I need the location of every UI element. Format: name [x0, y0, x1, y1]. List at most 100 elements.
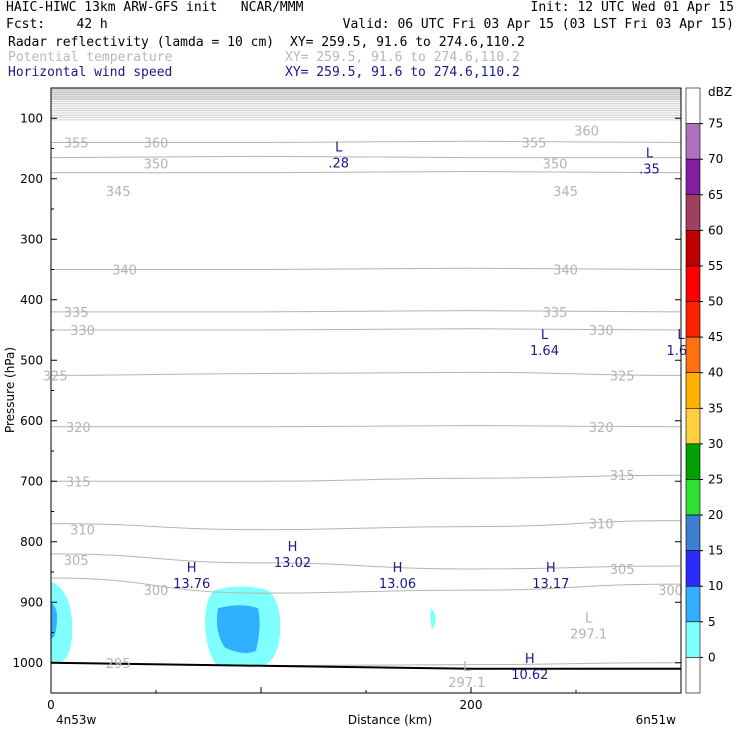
- colorbar-segment: [685, 443, 701, 480]
- reflectivity-core: [51, 602, 58, 639]
- theta-label: 310: [70, 524, 95, 539]
- theta-label: 330: [589, 324, 614, 339]
- wind-extremum-value: 1.64: [530, 344, 559, 359]
- colorbar-segment: [685, 407, 701, 445]
- colorbar-label: 35: [708, 401, 723, 415]
- wind-extremum-value: 10.62: [511, 668, 548, 683]
- theta-contour: [51, 170, 682, 174]
- colorbar-label: 0: [708, 650, 716, 664]
- colorbar-segment: [685, 372, 701, 409]
- field1-name: Radar reflectivity (lamda = 10 cm): [8, 35, 275, 50]
- theta-label: 335: [64, 306, 89, 321]
- colorbar-segment: [685, 158, 701, 196]
- colorbar-label: 70: [708, 152, 723, 166]
- wind-extremum-value: 13.02: [274, 556, 311, 571]
- theta-contour: [51, 474, 682, 482]
- colorbar-segment: [685, 514, 701, 551]
- wind-extremum-letter: H: [546, 561, 556, 576]
- y-tick-label: 300: [20, 232, 43, 246]
- colorbar-unit: dBZ: [708, 85, 732, 99]
- y-tick-label: 900: [20, 595, 43, 609]
- wind-extremum-letter: H: [525, 652, 535, 667]
- plot-frame: [50, 87, 682, 694]
- colorbar-label: 15: [708, 544, 723, 558]
- theta-contour: [50, 155, 681, 159]
- theta-label: 345: [553, 185, 578, 200]
- y-tick-label: 600: [20, 414, 43, 428]
- wind-extremum-letter: H: [187, 561, 197, 576]
- theta-label: 315: [610, 469, 635, 484]
- colorbar-segment: [685, 336, 701, 374]
- theta-contour: [51, 328, 682, 331]
- colorbar-segment: [685, 585, 701, 623]
- colorbar-segment: [685, 194, 701, 231]
- theta-extremum-letter: L: [585, 611, 593, 626]
- theta-label: 335: [543, 306, 568, 321]
- field3-xy: XY= 259.5, 91.6 to 274.6,110.2: [285, 65, 520, 80]
- theta-label: 295: [106, 657, 131, 672]
- wind-extremum-value: 13.06: [379, 577, 416, 592]
- x-left-location: 4n53w: [56, 713, 97, 727]
- theta-label: 350: [543, 158, 568, 173]
- theta-extremum-value: 297.1: [448, 676, 485, 691]
- wind-extremum-letter: L: [646, 147, 654, 162]
- wind-extremum-letter: L: [541, 328, 549, 343]
- theta-label: 355: [522, 136, 547, 151]
- colorbar-label: 5: [708, 615, 716, 629]
- y-tick-label: 200: [20, 172, 43, 186]
- colorbar-label: 40: [708, 366, 723, 380]
- theta-contour: [50, 553, 682, 570]
- x-tick-label: 200: [460, 698, 483, 712]
- forecast-hour: Fcst: 42 h: [6, 17, 108, 32]
- theta-label: 360: [574, 124, 599, 139]
- colorbar-label: 45: [708, 330, 723, 344]
- theta-extremum-letter: L: [463, 660, 471, 675]
- colorbar-label: 25: [708, 472, 723, 486]
- theta-label: 315: [66, 475, 91, 490]
- theta-contour: [50, 310, 682, 313]
- colorbar-label: 60: [708, 223, 723, 237]
- colorbar-label: 75: [708, 117, 723, 131]
- field1-xy: XY= 259.5, 91.6 to 274.6,110.2: [290, 35, 525, 50]
- theta-label: 345: [106, 185, 131, 200]
- y-tick-label: 700: [20, 474, 43, 488]
- colorbar-label: 30: [708, 437, 723, 451]
- reflectivity-area: [51, 581, 73, 663]
- theta-label: 310: [589, 518, 614, 533]
- terrain-line: [50, 661, 681, 670]
- init-time: Init: 12 UTC Wed 01 Apr 15: [530, 0, 735, 15]
- valid-time: Valid: 06 UTC Fri 03 Apr 15 (03 LST Fri …: [342, 17, 734, 32]
- theta-label: 360: [144, 136, 169, 151]
- x-axis-title: Distance (km): [348, 713, 432, 727]
- theta-label: 300: [144, 584, 169, 599]
- theta-contour: [51, 140, 682, 143]
- theta-contour: [51, 425, 682, 428]
- theta-label: 320: [66, 421, 91, 436]
- theta-label: 350: [144, 158, 169, 173]
- colorbar-segment: [685, 657, 701, 694]
- colorbar-segment: [685, 230, 701, 267]
- y-tick-label: 100: [20, 111, 43, 125]
- colorbar-label: 20: [708, 508, 723, 522]
- wind-extremum-letter: H: [393, 561, 403, 576]
- wind-extremum-letter: L: [335, 141, 343, 156]
- theta-label: 325: [43, 369, 68, 384]
- theta-label: 330: [70, 324, 95, 339]
- theta-contour: [50, 577, 682, 594]
- wind-extremum-value: .28: [328, 157, 349, 172]
- theta-contour: [50, 371, 682, 376]
- colorbar-segment: [685, 621, 701, 658]
- field2-name: Potential temperature: [8, 50, 173, 65]
- colorbar-label: 55: [708, 259, 723, 273]
- wind-extremum-value: 13.17: [532, 577, 569, 592]
- y-tick-label: 500: [20, 353, 43, 367]
- y-tick-label: 400: [20, 293, 43, 307]
- theta-label: 340: [112, 264, 137, 279]
- reflectivity-area: [430, 608, 436, 630]
- theta-label: 325: [610, 369, 635, 384]
- wind-extremum-value: 13.76: [173, 577, 210, 592]
- reflectivity-core: [216, 605, 260, 654]
- colorbar-segment: [685, 265, 701, 302]
- y-tick-label: 800: [20, 535, 43, 549]
